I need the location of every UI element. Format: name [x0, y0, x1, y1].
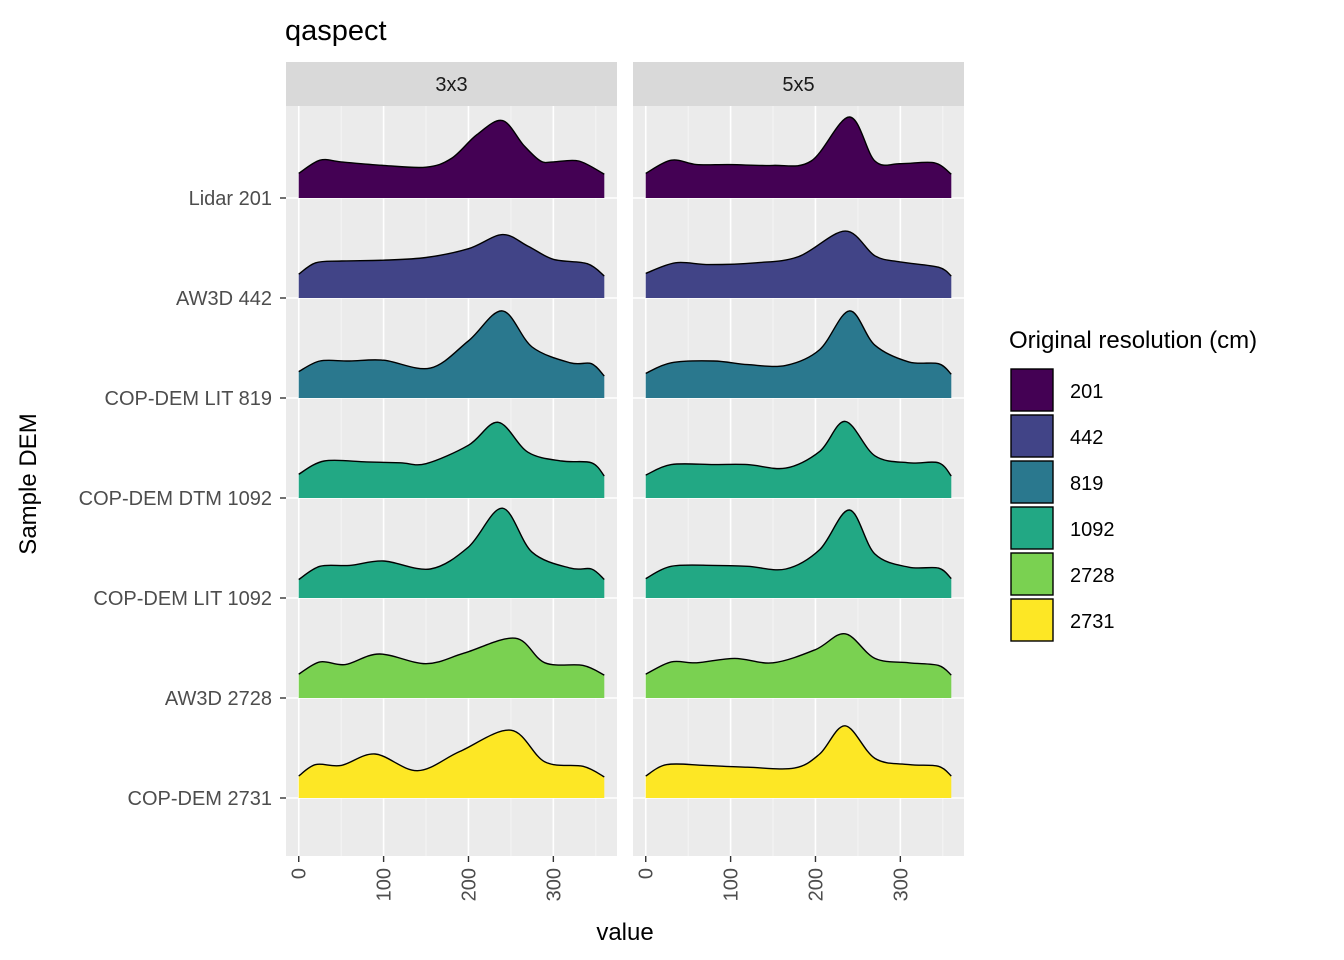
ridge-cop-dem-lit-1092	[645, 509, 952, 598]
legend-label: 819	[1070, 473, 1103, 495]
y-tick-label: AW3D 2728	[165, 688, 272, 710]
ridge-outline-lidar-201	[298, 119, 605, 175]
y-axis: Lidar 201 AW3D 442 COP-DEM LIT 819 COP-DEM …	[79, 188, 286, 810]
x-axis-title: value	[596, 919, 653, 946]
legend-key-2728	[1010, 552, 1054, 596]
legend: Original resolution (cm) 201 442 819 1092 27…	[1009, 327, 1257, 642]
ridge-cop-dem-lit-819	[298, 310, 605, 398]
chart-title: qaspect	[285, 15, 387, 47]
y-tick-label: Lidar 201	[189, 188, 272, 210]
panel-5x5: 5x5 0 100 200 300	[633, 62, 964, 901]
ridge-aw3d-2728	[298, 638, 605, 698]
x-tick-label: 0	[289, 868, 311, 879]
legend-title: Original resolution (cm)	[1009, 327, 1257, 354]
legend-key-819	[1010, 460, 1054, 504]
facet-strip	[286, 62, 617, 106]
facet-label: 3x3	[435, 74, 467, 96]
ridge-outline-aw3d-2728	[298, 637, 605, 676]
x-tick-label: 300	[890, 868, 912, 901]
legend-label: 201	[1070, 381, 1103, 403]
ridge-outline-cop-dem-lit-819	[645, 310, 952, 375]
x-tick-label: 100	[374, 868, 396, 901]
ridge-outline-cop-dem-lit-1092	[298, 507, 605, 581]
ridge-cop-dem-dtm-1092	[645, 421, 952, 498]
ridge-outline-cop-dem-2731	[298, 729, 605, 778]
ridge-lidar-201	[645, 117, 952, 198]
facet-panels: 3x3 0 100 200 300 5x5 0 100 200 300	[286, 62, 964, 901]
ridge-cop-dem-2731	[645, 725, 952, 798]
ridge-outline-cop-dem-lit-819	[298, 310, 605, 377]
y-tick-label: COP-DEM 2731	[128, 788, 273, 810]
legend-key-1092	[1010, 506, 1054, 550]
x-tick-label: 0	[636, 868, 658, 879]
legend-label: 2728	[1070, 565, 1115, 587]
y-tick-label: COP-DEM LIT 1092	[93, 588, 272, 610]
ridge-outline-cop-dem-lit-1092	[645, 509, 952, 580]
y-tick-label: COP-DEM DTM 1092	[79, 488, 272, 510]
ridge-outline-cop-dem-2731	[645, 725, 952, 777]
x-tick-label: 100	[721, 868, 743, 901]
y-tick-label: COP-DEM LIT 819	[105, 388, 272, 410]
y-axis-title: Sample DEM	[15, 413, 42, 554]
ridge-aw3d-442	[298, 234, 605, 298]
ridge-cop-dem-lit-819	[645, 310, 952, 398]
ridge-outline-lidar-201	[645, 116, 952, 175]
x-tick-label: 200	[805, 868, 827, 901]
facet-strip	[633, 62, 964, 106]
ridge-outline-aw3d-2728	[645, 633, 952, 676]
y-tick-label: AW3D 442	[176, 288, 272, 310]
ridge-outline-cop-dem-dtm-1092	[298, 421, 605, 477]
ridge-outline-aw3d-442	[645, 230, 952, 277]
ridge-aw3d-442	[645, 231, 952, 298]
legend-key-201	[1010, 368, 1054, 412]
ridge-cop-dem-2731	[298, 730, 605, 798]
legend-label: 2731	[1070, 611, 1115, 633]
ridge-outline-aw3d-442	[298, 233, 605, 277]
facet-label: 5x5	[782, 74, 814, 96]
ridge-outline-cop-dem-dtm-1092	[645, 420, 952, 477]
legend-key-442	[1010, 414, 1054, 458]
legend-key-2731	[1010, 598, 1054, 642]
ridge-cop-dem-dtm-1092	[298, 422, 605, 498]
ridge-aw3d-2728	[645, 633, 952, 698]
legend-label: 442	[1070, 427, 1103, 449]
panel-3x3: 3x3 0 100 200 300	[286, 62, 617, 901]
x-tick-label: 300	[543, 868, 565, 901]
ridge-cop-dem-lit-1092	[298, 508, 605, 598]
x-tick-label: 200	[458, 868, 480, 901]
legend-label: 1092	[1070, 519, 1115, 541]
